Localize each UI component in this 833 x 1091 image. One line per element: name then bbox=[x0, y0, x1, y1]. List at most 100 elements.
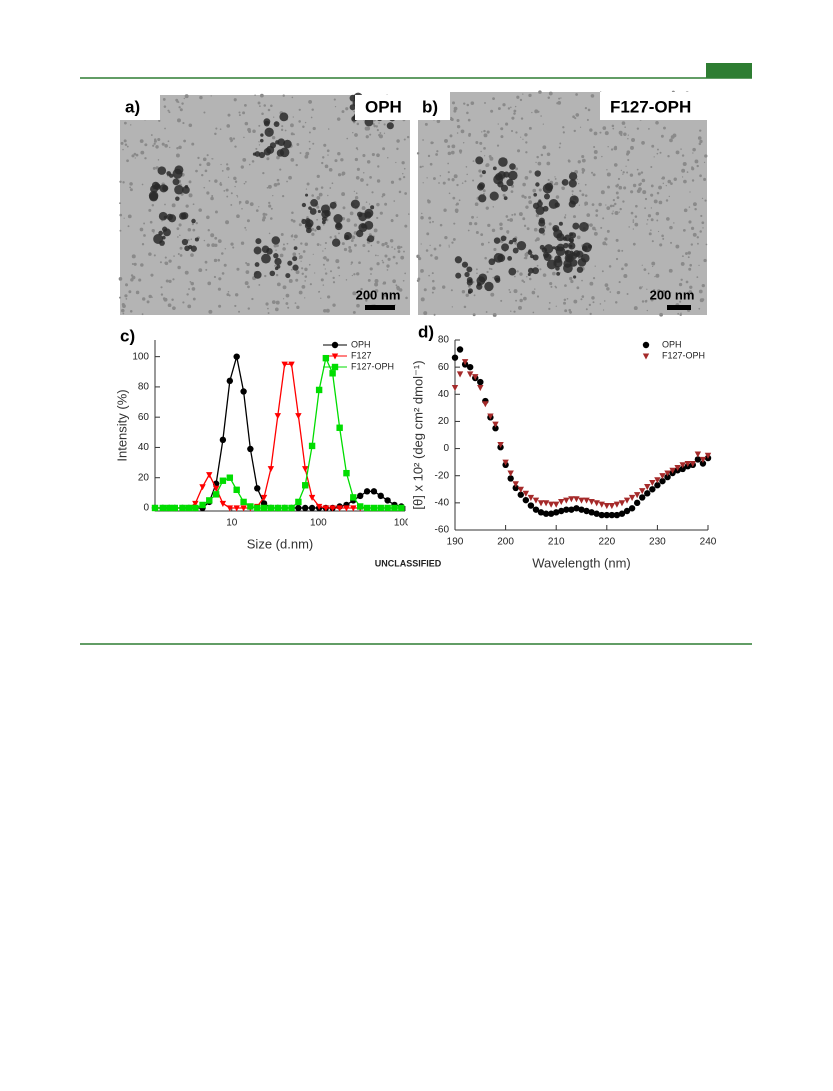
series-line bbox=[155, 356, 402, 509]
texture bbox=[521, 194, 525, 198]
texture bbox=[538, 90, 542, 94]
texture bbox=[422, 165, 424, 168]
texture bbox=[655, 273, 660, 278]
marker bbox=[226, 505, 234, 512]
texture bbox=[320, 229, 322, 231]
texture bbox=[667, 155, 670, 158]
texture bbox=[448, 244, 450, 246]
texture bbox=[641, 286, 643, 288]
texture bbox=[458, 199, 461, 202]
marker bbox=[192, 504, 199, 512]
marker bbox=[199, 484, 206, 491]
texture bbox=[610, 148, 614, 151]
texture bbox=[164, 144, 168, 148]
texture bbox=[246, 219, 250, 223]
texture bbox=[422, 139, 424, 141]
texture bbox=[573, 129, 576, 133]
texture bbox=[524, 176, 529, 180]
texture bbox=[124, 294, 128, 298]
marker bbox=[240, 388, 247, 395]
texture bbox=[290, 234, 294, 238]
texture bbox=[449, 134, 453, 138]
texture bbox=[236, 214, 240, 219]
texture bbox=[438, 244, 442, 247]
texture bbox=[119, 296, 122, 299]
texture bbox=[458, 149, 463, 153]
particle bbox=[567, 255, 573, 261]
texture bbox=[451, 241, 454, 244]
particle bbox=[266, 145, 275, 154]
particle bbox=[305, 219, 314, 228]
marker bbox=[302, 466, 309, 473]
texture bbox=[143, 234, 146, 237]
texture bbox=[546, 152, 551, 157]
texture bbox=[268, 232, 271, 235]
marker bbox=[507, 470, 514, 477]
texture bbox=[542, 273, 547, 277]
texture bbox=[425, 249, 429, 252]
texture bbox=[523, 257, 526, 260]
texture bbox=[314, 272, 316, 274]
legend-label: F127-OPH bbox=[662, 350, 705, 360]
texture bbox=[680, 312, 682, 314]
texture bbox=[322, 263, 325, 266]
texture bbox=[236, 196, 239, 198]
texture bbox=[618, 185, 623, 190]
tem-images bbox=[118, 90, 708, 317]
texture bbox=[679, 300, 682, 303]
texture bbox=[548, 301, 551, 304]
texture bbox=[521, 279, 524, 282]
texture bbox=[306, 182, 310, 186]
particle bbox=[301, 218, 307, 225]
texture bbox=[439, 223, 443, 227]
texture bbox=[151, 204, 155, 207]
texture bbox=[602, 217, 605, 220]
texture bbox=[406, 135, 410, 139]
marker bbox=[247, 503, 254, 510]
marker bbox=[281, 504, 288, 512]
marker bbox=[639, 488, 646, 495]
texture bbox=[662, 290, 666, 294]
texture bbox=[230, 192, 233, 195]
texture bbox=[548, 91, 553, 96]
marker bbox=[267, 466, 275, 473]
texture bbox=[641, 178, 646, 183]
texture bbox=[301, 267, 304, 270]
texture bbox=[552, 271, 556, 276]
particle bbox=[527, 267, 534, 274]
texture bbox=[295, 270, 300, 275]
texture bbox=[293, 133, 295, 136]
texture bbox=[282, 298, 285, 300]
particle bbox=[498, 157, 508, 167]
texture bbox=[591, 203, 595, 207]
texture bbox=[171, 298, 174, 301]
particle bbox=[564, 250, 569, 255]
texture bbox=[293, 234, 298, 239]
texture bbox=[311, 194, 314, 197]
texture bbox=[589, 281, 594, 286]
texture bbox=[646, 309, 649, 312]
marker bbox=[456, 346, 464, 353]
texture bbox=[242, 157, 247, 162]
particle bbox=[561, 179, 569, 186]
y-tick-label: 0 bbox=[443, 443, 449, 454]
texture bbox=[581, 171, 585, 174]
marker bbox=[226, 377, 234, 385]
particle bbox=[466, 266, 473, 273]
texture bbox=[396, 285, 400, 290]
particle bbox=[544, 182, 554, 191]
texture bbox=[238, 200, 242, 204]
particle bbox=[316, 225, 321, 231]
particle bbox=[516, 240, 527, 251]
texture bbox=[335, 259, 340, 264]
texture bbox=[651, 261, 656, 266]
texture bbox=[352, 291, 357, 296]
marker bbox=[532, 497, 540, 504]
texture bbox=[513, 310, 516, 313]
texture bbox=[442, 181, 446, 185]
marker bbox=[151, 504, 159, 512]
texture bbox=[608, 265, 612, 268]
texture bbox=[699, 139, 703, 144]
texture bbox=[286, 180, 288, 183]
texture bbox=[644, 197, 648, 201]
